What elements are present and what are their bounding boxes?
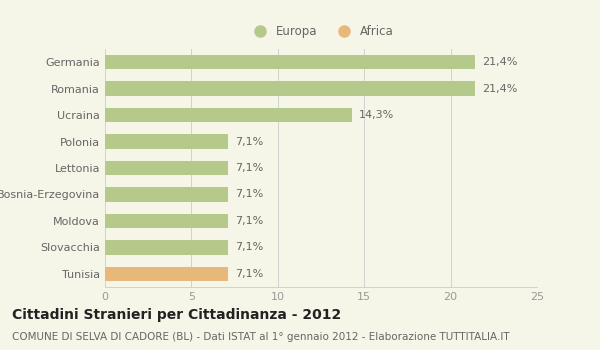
Text: 7,1%: 7,1% — [235, 269, 263, 279]
Bar — [105, 55, 475, 70]
Text: 7,1%: 7,1% — [235, 242, 263, 252]
Bar — [105, 240, 227, 254]
Text: 21,4%: 21,4% — [482, 84, 517, 94]
Legend: Europa, Africa: Europa, Africa — [248, 25, 394, 38]
Text: 7,1%: 7,1% — [235, 216, 263, 226]
Bar — [105, 108, 352, 122]
Text: 14,3%: 14,3% — [359, 110, 394, 120]
Text: 7,1%: 7,1% — [235, 136, 263, 147]
Bar — [105, 134, 227, 149]
Bar — [105, 161, 227, 175]
Text: Cittadini Stranieri per Cittadinanza - 2012: Cittadini Stranieri per Cittadinanza - 2… — [12, 308, 341, 322]
Bar — [105, 266, 227, 281]
Bar — [105, 82, 475, 96]
Text: 7,1%: 7,1% — [235, 163, 263, 173]
Text: 21,4%: 21,4% — [482, 57, 517, 67]
Text: COMUNE DI SELVA DI CADORE (BL) - Dati ISTAT al 1° gennaio 2012 - Elaborazione TU: COMUNE DI SELVA DI CADORE (BL) - Dati IS… — [12, 332, 509, 343]
Text: 7,1%: 7,1% — [235, 189, 263, 200]
Bar — [105, 187, 227, 202]
Bar — [105, 214, 227, 228]
